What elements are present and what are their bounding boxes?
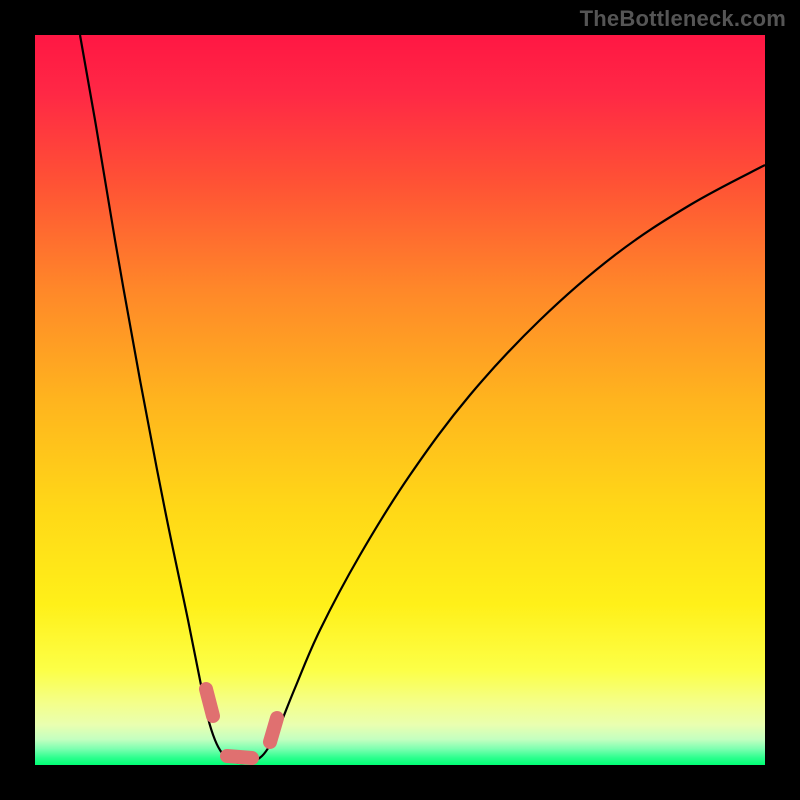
chart-container: TheBottleneck.com (0, 0, 800, 800)
watermark-text: TheBottleneck.com (580, 6, 786, 32)
marker-segment (206, 689, 213, 716)
chart-svg (0, 0, 800, 800)
marker-segment (227, 756, 252, 758)
marker-segment (270, 718, 277, 742)
